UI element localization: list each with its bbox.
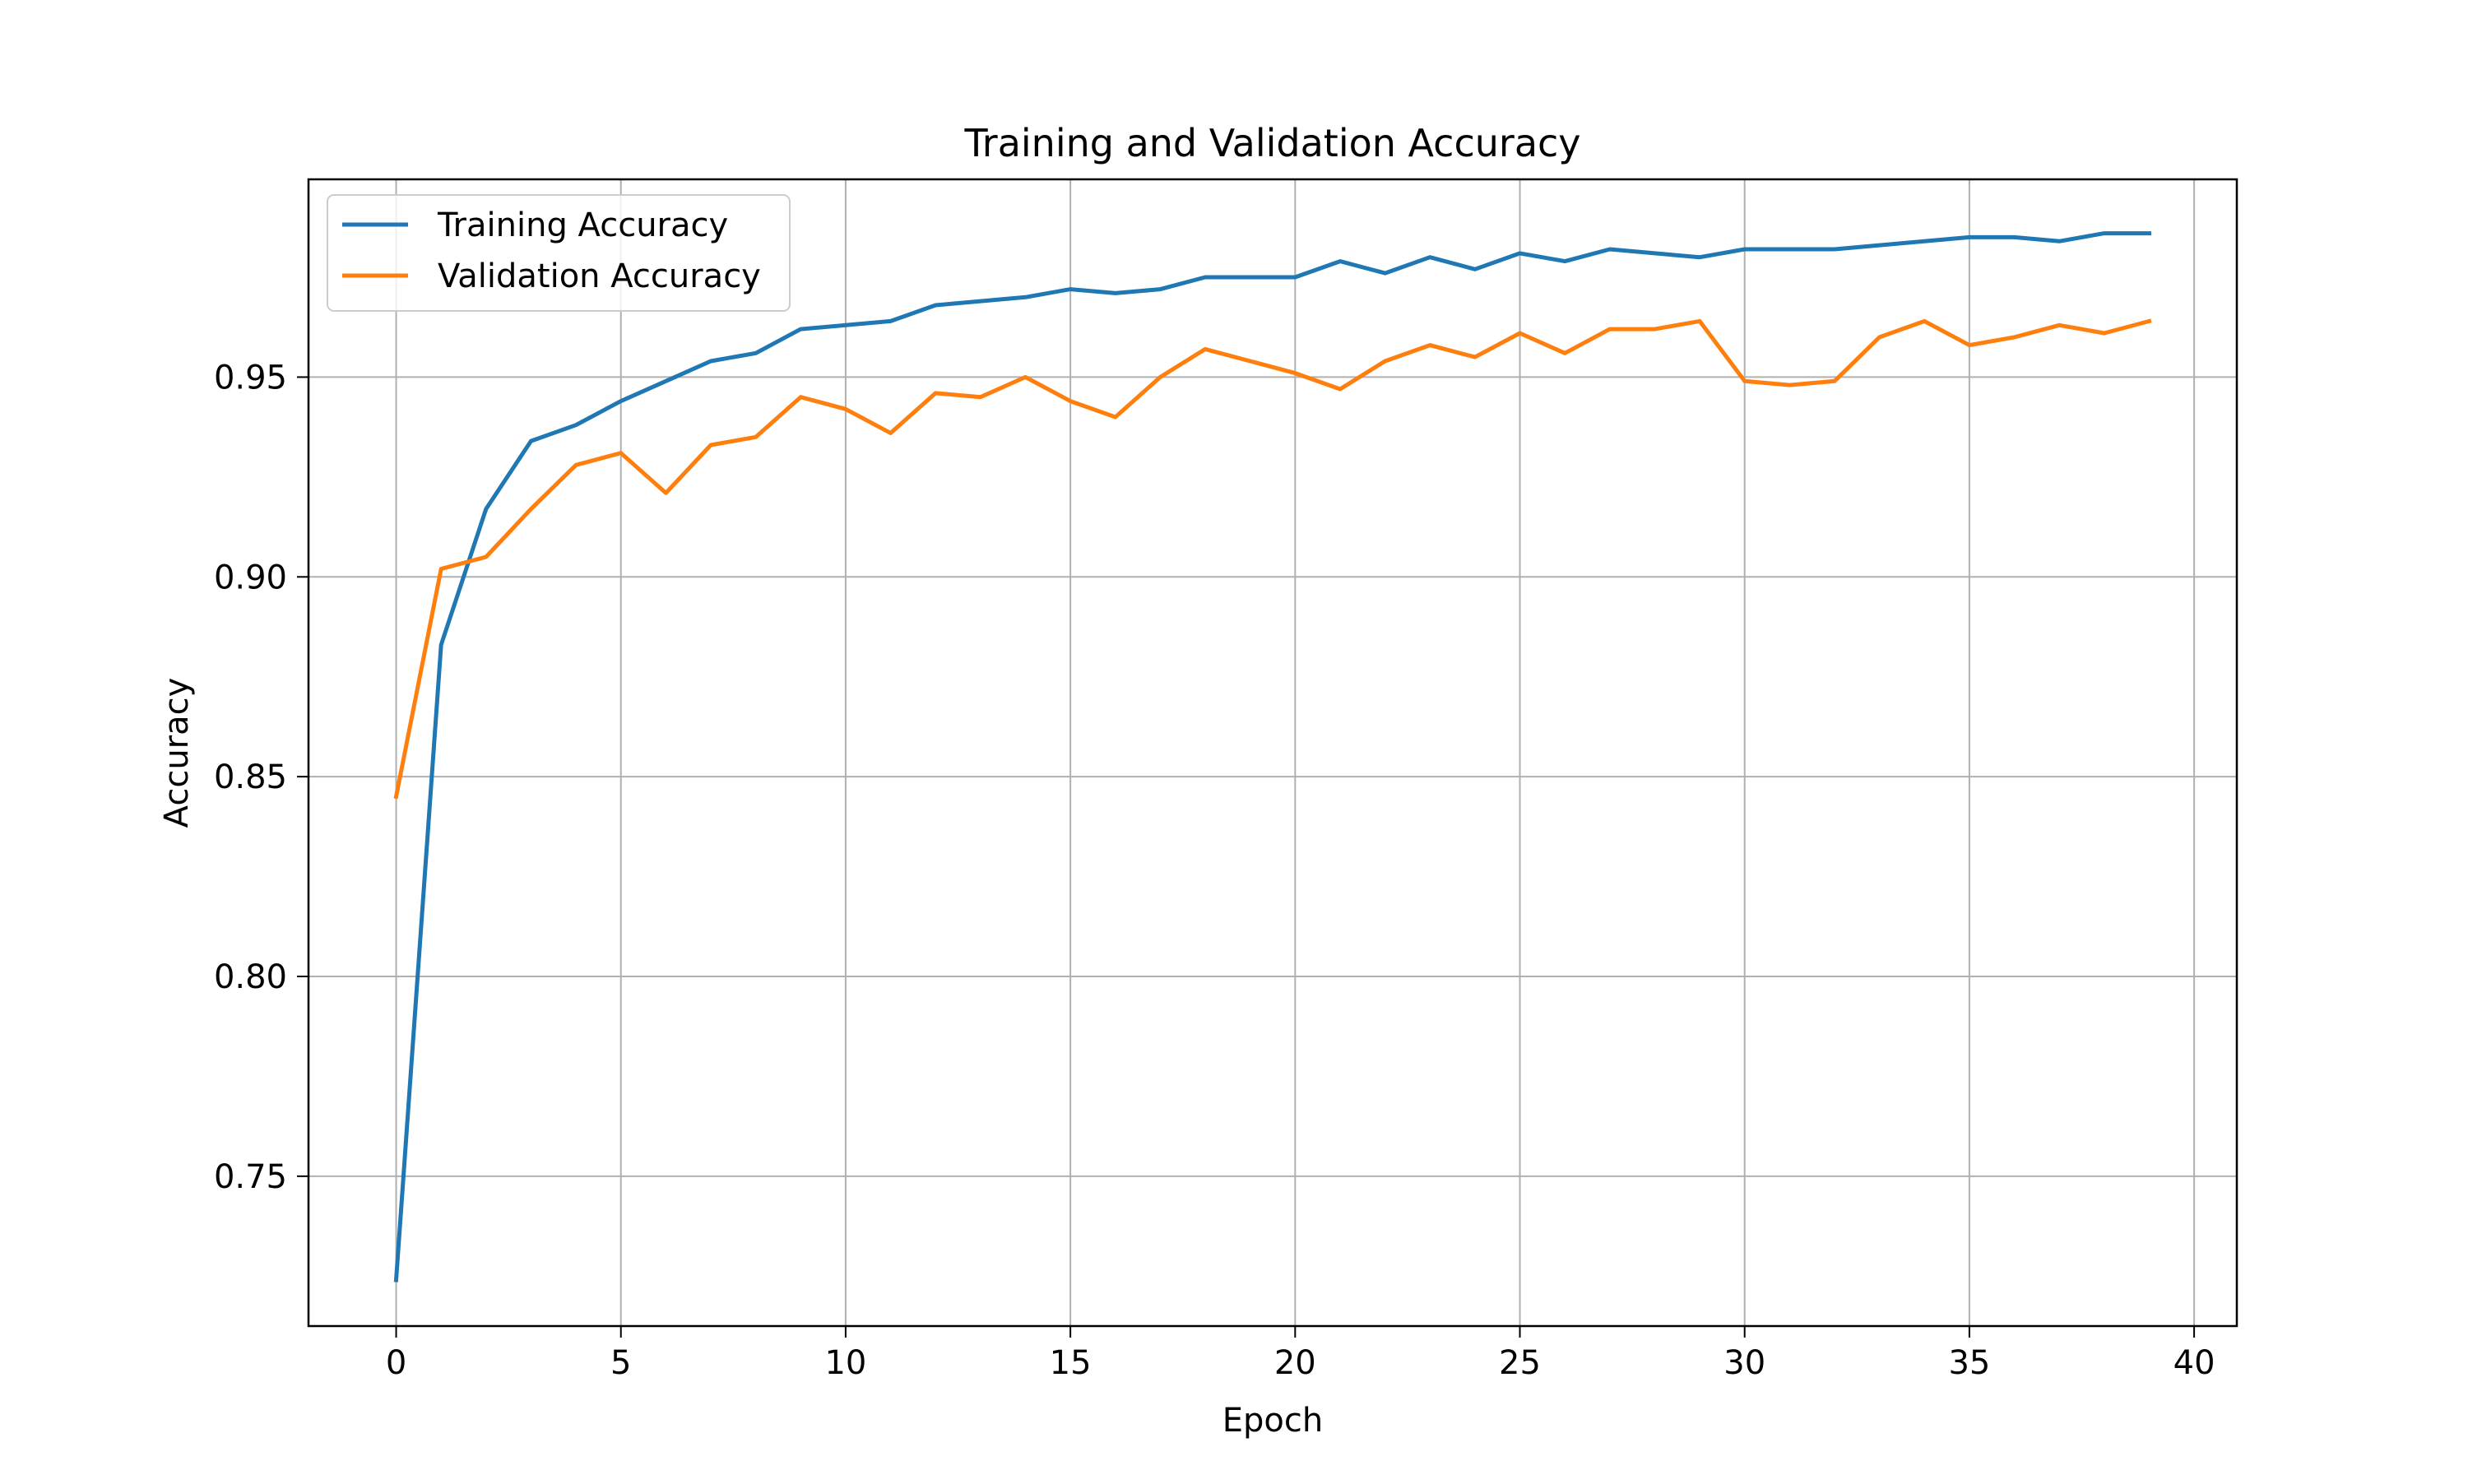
y-tick-label: 0.85 — [214, 758, 287, 796]
x-tick-label: 20 — [1274, 1344, 1316, 1382]
y-tick-label: 0.75 — [214, 1158, 287, 1196]
legend: Training Accuracy Validation Accuracy — [327, 194, 791, 312]
x-tick-label: 40 — [2173, 1344, 2215, 1382]
x-tick-label: 35 — [1948, 1344, 1990, 1382]
x-tick-label: 10 — [824, 1344, 866, 1382]
x-tick-label: 0 — [386, 1344, 406, 1382]
legend-label: Training Accuracy — [437, 206, 728, 244]
y-tick-label: 0.90 — [214, 559, 287, 596]
x-tick-label: 25 — [1499, 1344, 1541, 1382]
x-axis-label: Epoch — [1222, 1402, 1323, 1440]
x-tick-label: 30 — [1723, 1344, 1765, 1382]
grid-layer — [308, 179, 2237, 1326]
x-tick-label: 5 — [610, 1344, 631, 1382]
tick-layer: 0 5 10 15 20 25 30 35 40 0.75 0.80 0.85 0.90 0.95 — [214, 359, 2215, 1382]
y-axis-label: Accuracy — [158, 678, 196, 828]
plot-frame — [307, 178, 2238, 1328]
legend-box — [327, 194, 791, 312]
series-line-training — [393, 231, 2151, 1282]
y-tick-label: 0.80 — [214, 958, 287, 996]
chart-title: Training and Validation Accuracy — [963, 121, 1580, 165]
y-tick-label: 0.95 — [214, 359, 287, 397]
series-line-validation — [393, 318, 2152, 800]
series-layer — [393, 231, 2152, 1282]
legend-label: Validation Accuracy — [438, 257, 761, 295]
x-tick-label: 15 — [1050, 1344, 1092, 1382]
